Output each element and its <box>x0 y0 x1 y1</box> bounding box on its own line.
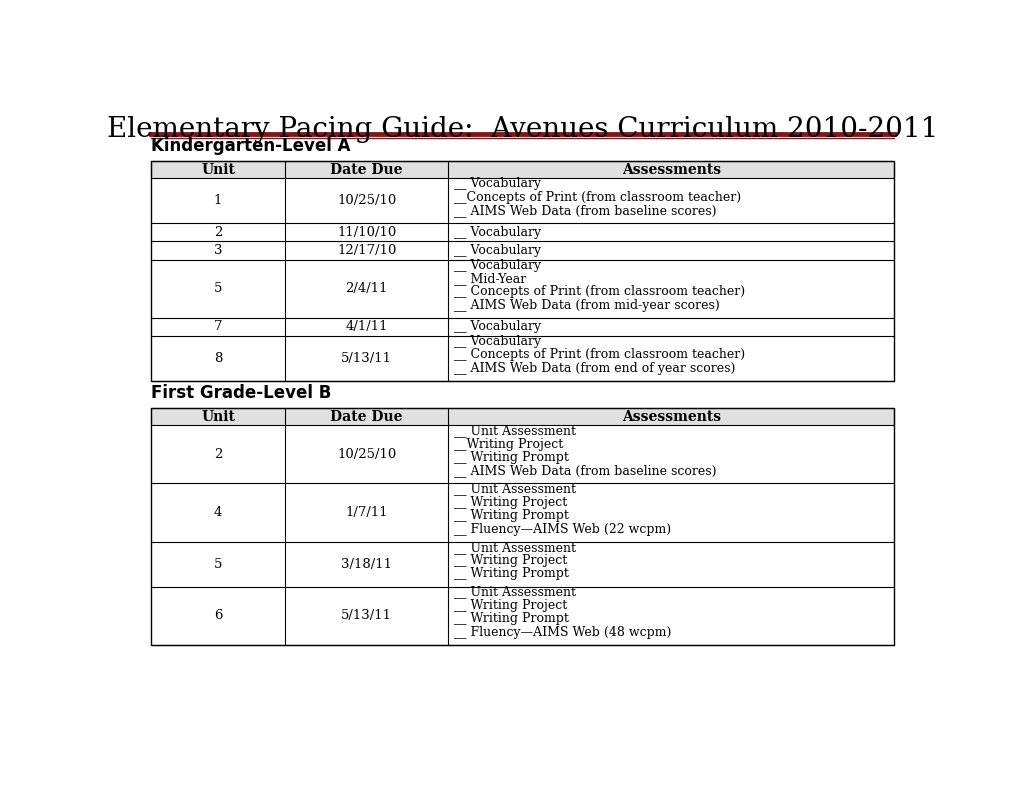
Text: 5/13/11: 5/13/11 <box>341 352 392 365</box>
Text: __ AIMS Web Data (from mid-year scores): __ AIMS Web Data (from mid-year scores) <box>453 299 719 311</box>
Text: __Concepts of Print (from classroom teacher): __Concepts of Print (from classroom teac… <box>453 191 741 203</box>
Text: __ Writing Prompt: __ Writing Prompt <box>453 612 569 626</box>
Text: __ Vocabulary: __ Vocabulary <box>453 244 540 257</box>
Bar <box>151 162 894 381</box>
Text: __ Unit Assessment: __ Unit Assessment <box>453 585 576 599</box>
Text: __ AIMS Web Data (from end of year scores): __ AIMS Web Data (from end of year score… <box>453 362 735 375</box>
Text: Unit: Unit <box>201 410 234 424</box>
Text: 6: 6 <box>214 609 222 623</box>
Text: 8: 8 <box>214 352 222 365</box>
Text: __ Concepts of Print (from classroom teacher): __ Concepts of Print (from classroom tea… <box>453 285 744 298</box>
Text: Assessments: Assessments <box>622 163 720 177</box>
Text: __ Unit Assessment: __ Unit Assessment <box>453 482 576 496</box>
Bar <box>151 408 894 645</box>
Text: 5: 5 <box>214 558 222 571</box>
Text: 5: 5 <box>214 282 222 296</box>
Bar <box>151 162 894 178</box>
Text: Date Due: Date Due <box>330 163 403 177</box>
Text: __ Mid-Year: __ Mid-Year <box>453 272 526 285</box>
Text: 1/7/11: 1/7/11 <box>345 506 387 519</box>
Text: __ Writing Prompt: __ Writing Prompt <box>453 451 569 464</box>
Text: Unit: Unit <box>201 163 234 177</box>
Text: __ AIMS Web Data (from baseline scores): __ AIMS Web Data (from baseline scores) <box>453 204 715 217</box>
Text: 11/10/10: 11/10/10 <box>336 226 396 239</box>
Text: Date Due: Date Due <box>330 410 403 424</box>
Text: __ Writing Prompt: __ Writing Prompt <box>453 567 569 581</box>
Text: 2/4/11: 2/4/11 <box>345 282 387 296</box>
Text: 5/13/11: 5/13/11 <box>341 609 392 623</box>
Text: 10/25/10: 10/25/10 <box>336 195 396 207</box>
Text: __ Fluency—AIMS Web (48 wcpm): __ Fluency—AIMS Web (48 wcpm) <box>453 626 671 638</box>
Text: 7: 7 <box>214 321 222 333</box>
Text: __ Writing Project: __ Writing Project <box>453 599 567 612</box>
Text: 4: 4 <box>214 506 222 519</box>
Text: __Writing Project: __Writing Project <box>453 437 562 451</box>
Text: 10/25/10: 10/25/10 <box>336 448 396 461</box>
Text: __ Vocabulary: __ Vocabulary <box>453 321 540 333</box>
Text: __ Vocabulary: __ Vocabulary <box>453 177 540 190</box>
Text: __ Writing Prompt: __ Writing Prompt <box>453 509 569 522</box>
Text: __ Unit Assessment: __ Unit Assessment <box>453 541 576 554</box>
Text: 3: 3 <box>214 244 222 257</box>
Text: __ AIMS Web Data (from baseline scores): __ AIMS Web Data (from baseline scores) <box>453 464 715 478</box>
Text: __ Concepts of Print (from classroom teacher): __ Concepts of Print (from classroom tea… <box>453 348 744 362</box>
Text: 2: 2 <box>214 448 222 461</box>
Text: Assessments: Assessments <box>622 410 720 424</box>
Text: 3/18/11: 3/18/11 <box>341 558 392 571</box>
Text: 12/17/10: 12/17/10 <box>336 244 396 257</box>
Text: __ Writing Project: __ Writing Project <box>453 554 567 567</box>
Text: __ Vocabulary: __ Vocabulary <box>453 335 540 348</box>
Text: __ Vocabulary: __ Vocabulary <box>453 258 540 272</box>
Text: __ Fluency—AIMS Web (22 wcpm): __ Fluency—AIMS Web (22 wcpm) <box>453 522 671 536</box>
Text: __ Unit Assessment: __ Unit Assessment <box>453 424 576 437</box>
Text: __ Vocabulary: __ Vocabulary <box>453 226 540 239</box>
Bar <box>151 408 894 426</box>
Text: Kindergarten-Level A: Kindergarten-Level A <box>151 137 351 155</box>
Text: __ Writing Project: __ Writing Project <box>453 496 567 509</box>
Text: 1: 1 <box>214 195 222 207</box>
Text: First Grade-Level B: First Grade-Level B <box>151 385 331 402</box>
Text: 4/1/11: 4/1/11 <box>345 321 387 333</box>
Text: Elementary Pacing Guide:  Avenues Curriculum 2010-2011: Elementary Pacing Guide: Avenues Curricu… <box>107 116 937 143</box>
Text: 2: 2 <box>214 226 222 239</box>
